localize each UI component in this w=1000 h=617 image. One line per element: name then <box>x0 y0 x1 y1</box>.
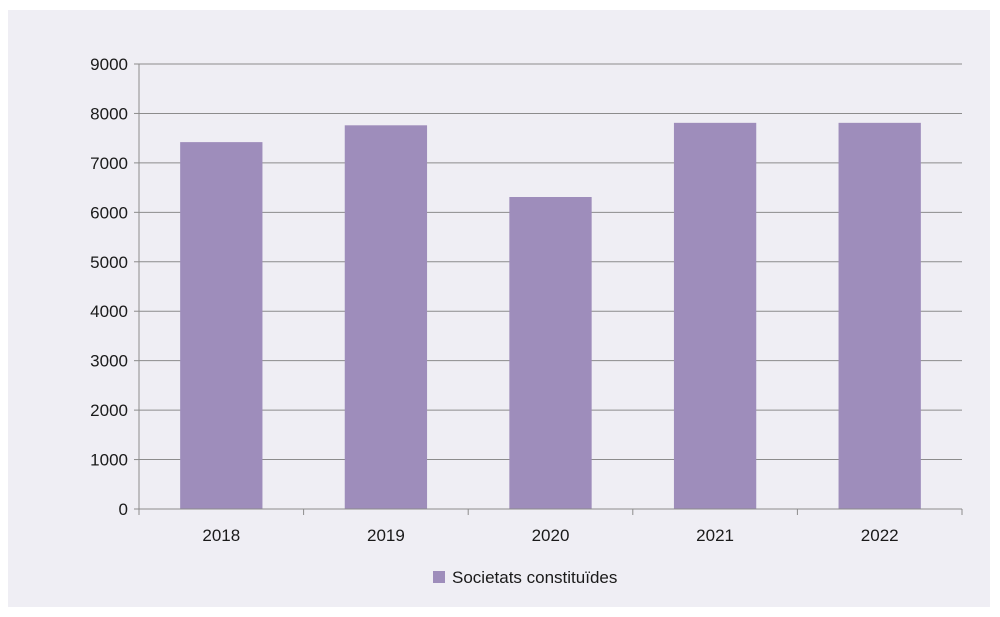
x-tick-label: 2021 <box>696 526 734 545</box>
x-tick-labels: 2018 2019 2020 2021 2022 <box>202 526 898 545</box>
legend-label: Societats constituïdes <box>452 568 617 587</box>
bar-2022 <box>838 122 921 509</box>
bar-2020 <box>509 197 592 509</box>
y-tick-label: 6000 <box>90 203 128 222</box>
y-tick-label: 0 <box>119 500 128 519</box>
y-tick-label: 4000 <box>90 302 128 321</box>
axes <box>134 63 963 515</box>
bars <box>180 122 921 510</box>
y-tick-label: 1000 <box>90 451 128 470</box>
y-tick-labels: 0 1000 2000 3000 4000 5000 6000 7000 8000 9000 <box>90 55 128 519</box>
y-tick-label: 5000 <box>90 253 128 272</box>
x-tick-label: 2020 <box>532 526 570 545</box>
y-tick-label: 3000 <box>90 352 128 371</box>
bar-2019 <box>344 125 428 510</box>
bar-2021 <box>673 122 757 509</box>
y-tick-label: 7000 <box>90 154 128 173</box>
legend: Societats constituïdes <box>433 568 617 587</box>
y-tick-label: 2000 <box>90 401 128 420</box>
y-tick-label: 8000 <box>90 104 128 123</box>
bar-2018 <box>180 142 263 509</box>
x-tick-label: 2018 <box>202 526 240 545</box>
x-tick-label: 2022 <box>861 526 899 545</box>
chart-panel <box>8 10 990 607</box>
legend-swatch <box>433 571 445 583</box>
y-tick-label: 9000 <box>90 55 128 74</box>
x-tick-label: 2019 <box>367 526 405 545</box>
